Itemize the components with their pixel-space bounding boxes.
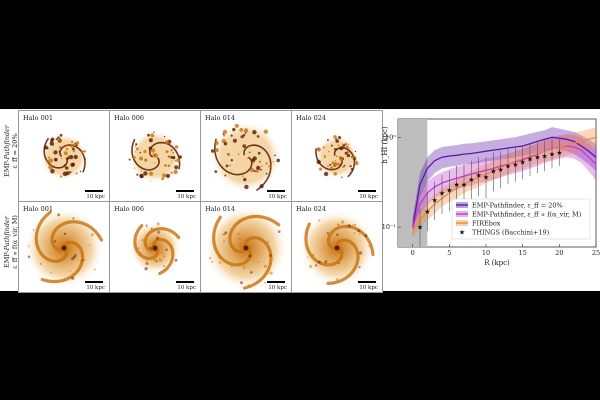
series-line-2: [412, 136, 597, 232]
scale-bar: [176, 281, 194, 283]
x-tick-label: 0: [411, 249, 415, 257]
x-tick-label: 20: [555, 249, 563, 257]
panel-bottom-halo-014: Halo 014 10 kpc: [200, 201, 292, 293]
scale-bar: [176, 190, 194, 192]
y-axis-label: h_HI (kpc): [381, 126, 389, 163]
galaxy-image: [129, 222, 181, 276]
scale-label: 10 kpc: [359, 285, 378, 291]
scale-label: 10 kpc: [359, 194, 378, 200]
data-point: ★: [424, 208, 430, 216]
data-point: ★: [483, 174, 489, 182]
panel-top-halo-006: Halo 006 10 kpc: [109, 110, 201, 202]
galaxy-image: [210, 121, 282, 193]
row-label-bottom: EMP-Pathfinder ε_ff ∝ f(α_vir, M): [3, 215, 19, 269]
data-point: ★: [417, 224, 423, 232]
data-point: ★: [534, 154, 540, 162]
y-tick-label: 10⁰: [385, 133, 396, 141]
panel-top-halo-024: Halo 024 10 kpc: [291, 110, 383, 202]
data-point: ★: [556, 149, 562, 157]
panel-top-halo-014: Halo 014 10 kpc: [200, 110, 292, 202]
galaxy-image: [204, 206, 288, 290]
series-band-2: [412, 127, 596, 239]
data-point: ★: [512, 161, 518, 169]
halo-label: Halo 014: [205, 205, 236, 213]
y-tick-label: 10⁻¹: [382, 223, 397, 231]
legend-entry: EMP-Pathfinder, ε_ff = 20%: [472, 201, 563, 209]
scale-bar: [85, 190, 103, 192]
scale-label: 10 kpc: [268, 194, 287, 200]
panel-top-halo-001: Halo 001 10 kpc: [18, 110, 110, 202]
data-point: ★: [498, 166, 504, 174]
legend-entry: FIREbox: [472, 219, 501, 227]
svg-text:★: ★: [459, 229, 465, 237]
galaxy-image: [128, 130, 182, 184]
halo-label: Halo 024: [296, 114, 327, 122]
x-tick-label: 10: [482, 249, 490, 257]
scale-label: 10 kpc: [177, 285, 196, 291]
data-point: ★: [446, 186, 452, 194]
halo-label: Halo 001: [23, 205, 54, 213]
data-point: ★: [542, 152, 548, 160]
figure-canvas: EMP-Pathfinder ε_ff = 20% EMP-Pathfinder…: [0, 109, 600, 293]
halo-label: Halo 006: [114, 205, 145, 213]
scale-bar: [358, 281, 376, 283]
scale-label: 10 kpc: [177, 194, 196, 200]
data-point: ★: [461, 181, 467, 189]
galaxy-image: [24, 208, 104, 288]
x-tick-label: 25: [592, 249, 600, 257]
scale-height-chart: ★★★★ ★★ ★★★ ★★ ★ ★ ★ ★ ★ ★ ★ ★ ★ 0 5 10 15 20 25 10⁻¹10⁰ …: [381, 118, 600, 267]
scale-bar: [358, 190, 376, 192]
scale-label: 10 kpc: [86, 194, 105, 200]
data-point: ★: [439, 189, 445, 197]
data-point: ★: [476, 172, 482, 180]
scale-label: 10 kpc: [268, 285, 287, 291]
galaxy-image: [315, 135, 359, 179]
galaxy-image: [299, 210, 375, 286]
data-point: ★: [454, 181, 460, 189]
data-point: ★: [527, 156, 533, 164]
legend: EMP-Pathfinder, ε_ff = 20%EMP-Pathfinder…: [456, 201, 582, 237]
series-line-1: [412, 145, 597, 228]
halo-label: Halo 006: [114, 114, 145, 122]
legend-entry: EMP-Pathfinder, ε_ff ∝ f(α_vir, M): [472, 210, 582, 218]
series-band-0: [412, 127, 596, 236]
scale-bar: [267, 190, 285, 192]
series-line-0: [412, 136, 597, 228]
halo-label: Halo 001: [23, 114, 54, 122]
series-band-1: [412, 134, 596, 236]
data-point: ★: [468, 176, 474, 184]
scale-bar: [85, 281, 103, 283]
legend-entry: THINGS (Bacchini+19): [472, 228, 550, 236]
scale-label: 10 kpc: [86, 285, 105, 291]
scale-bar: [267, 281, 285, 283]
panel-bottom-halo-006: Halo 006 10 kpc: [109, 201, 201, 293]
legend-box: [451, 198, 591, 240]
halo-label: Halo 014: [205, 114, 236, 122]
x-axis-label: R (kpc): [484, 259, 510, 267]
x-tick-label: 15: [519, 249, 527, 257]
halo-label: Halo 024: [296, 205, 327, 213]
data-point: ★: [549, 151, 555, 159]
data-point: ★: [432, 197, 438, 205]
panel-bottom-halo-001: Halo 001 10 kpc: [18, 201, 110, 293]
galaxy-image: [40, 133, 88, 181]
row-label-top: EMP-Pathfinder ε_ff = 20%: [3, 124, 19, 178]
panel-bottom-halo-024: Halo 024 10 kpc: [291, 201, 383, 293]
x-tick-label: 5: [447, 249, 451, 257]
data-point: ★: [490, 168, 496, 176]
data-point: ★: [520, 159, 526, 167]
data-point: ★: [505, 162, 511, 170]
